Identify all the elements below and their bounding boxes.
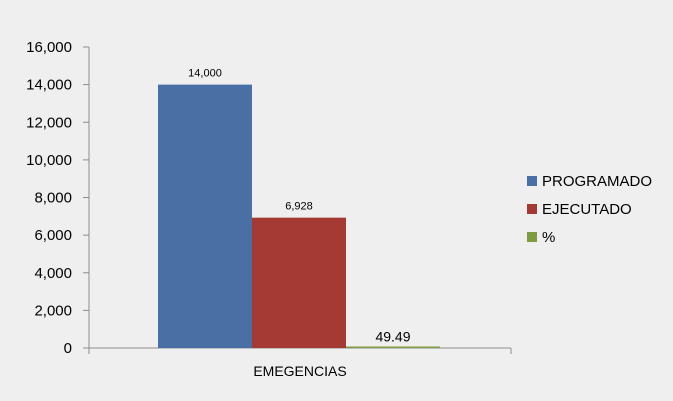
y-tick-label: 0 [64,340,72,357]
y-tick-label: 6,000 [34,227,72,244]
y-tick-label: 10,000 [26,152,72,169]
y-tick-label: 8,000 [34,190,72,207]
y-tick-label: 14,000 [26,77,72,94]
x-category-label: EMEGENCIAS [253,363,346,379]
legend-swatch [527,176,537,186]
legend-swatch [527,204,537,214]
data-label: 6,928 [285,201,313,213]
data-label: 49.49 [375,329,410,345]
bar-ejecutado [252,217,346,348]
legend-label: % [542,229,555,246]
data-label: 14,000 [188,68,222,80]
y-tick-label: 2,000 [34,302,72,319]
y-tick-label: 16,000 [26,39,72,56]
bar-percent [346,346,440,348]
legend-label: PROGRAMADO [542,173,652,190]
legend: PROGRAMADO EJECUTADO% [527,173,652,246]
legend-swatch [527,232,537,242]
plot-area: 0 2,000 4,000 6,000 8,000 10,000 12,000 14,000 1… [26,39,512,379]
bar-programado [158,84,252,348]
y-tick-label: 4,000 [34,265,72,282]
legend-label: EJECUTADO [542,201,632,218]
y-tick-label: 12,000 [26,114,72,131]
